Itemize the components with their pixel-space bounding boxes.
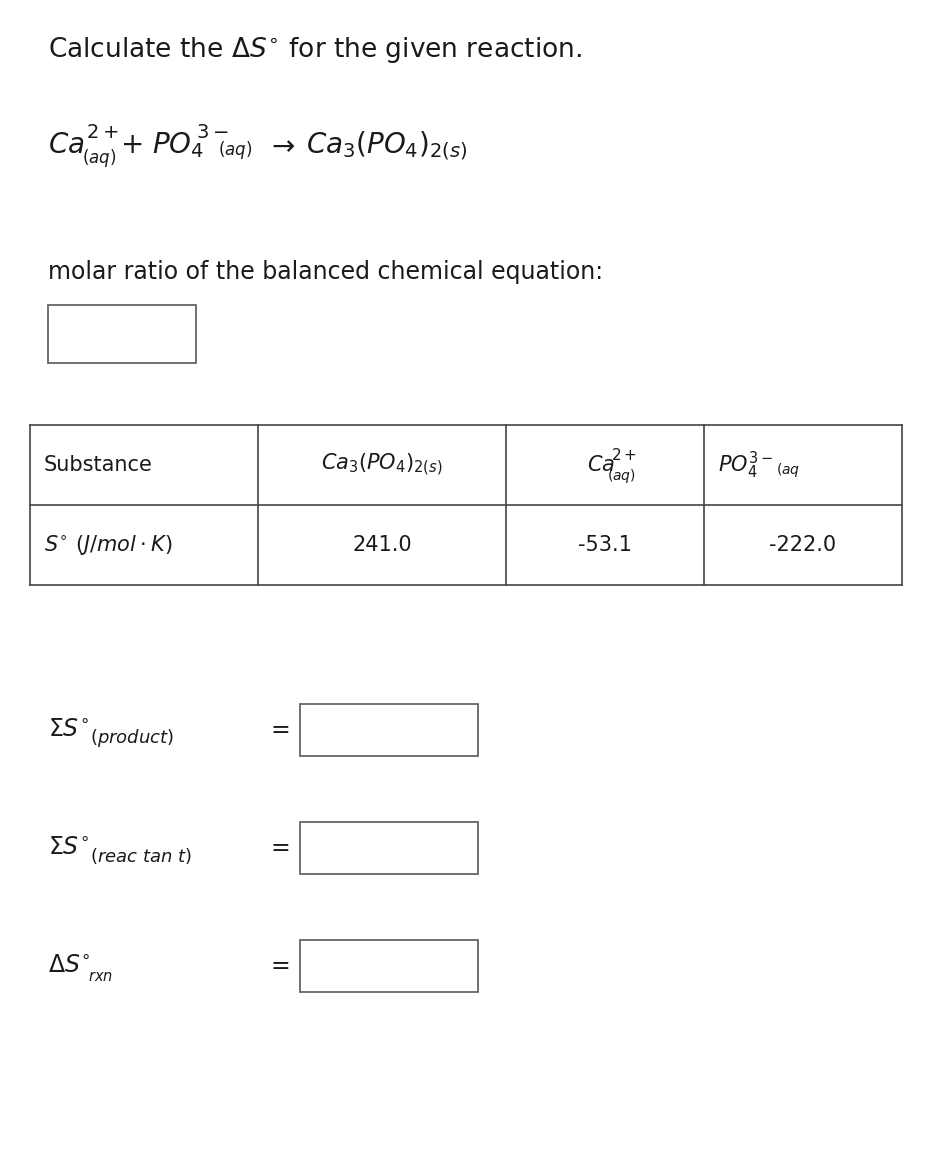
Text: $(aq)$: $(aq)$ (218, 139, 253, 161)
Text: $\mathit{Ca}_3(\mathit{PO}_4)_{2(s)}$: $\mathit{Ca}_3(\mathit{PO}_4)_{2(s)}$ (306, 128, 467, 162)
Text: $\rightarrow$: $\rightarrow$ (266, 130, 295, 158)
Text: $+\ \mathit{PO}_4$: $+\ \mathit{PO}_4$ (120, 130, 204, 160)
Text: -53.1: -53.1 (578, 535, 632, 555)
Text: =: = (270, 836, 289, 860)
Text: $\mathit{Ca}_3(\mathit{PO}_4)_{2(s)}$: $\mathit{Ca}_3(\mathit{PO}_4)_{2(s)}$ (321, 452, 443, 479)
Text: $2+$: $2+$ (86, 123, 118, 142)
Text: -222.0: -222.0 (769, 535, 836, 555)
Text: $\Sigma S^{\circ}$: $\Sigma S^{\circ}$ (48, 836, 89, 860)
Text: $_{rxn}$: $_{rxn}$ (88, 963, 114, 984)
Text: =: = (270, 954, 289, 977)
Text: $S^{\circ}\ (J/mol \cdot K)$: $S^{\circ}\ (J/mol \cdot K)$ (44, 534, 172, 557)
Bar (48, 305, 196, 363)
Text: Substance: Substance (44, 456, 153, 475)
Text: $3-$: $3-$ (196, 123, 228, 142)
Text: $(aq)$: $(aq)$ (607, 467, 636, 485)
Text: $\mathit{Ca}$: $\mathit{Ca}$ (48, 130, 84, 158)
Text: $(aq$: $(aq$ (776, 461, 800, 479)
Text: $\mathit{PO}_4^{3-}$: $\mathit{PO}_4^{3-}$ (718, 450, 774, 481)
Text: $\Sigma S^{\circ}$: $\Sigma S^{\circ}$ (48, 718, 89, 742)
Text: $2+$: $2+$ (611, 447, 637, 463)
Text: =: = (270, 718, 289, 742)
Text: $(aq)$: $(aq)$ (82, 147, 116, 169)
Text: $(product)$: $(product)$ (90, 727, 174, 749)
Text: $\Delta S^{\circ}$: $\Delta S^{\circ}$ (48, 954, 91, 977)
Text: $(reac\ tan\ t)$: $(reac\ tan\ t)$ (90, 846, 192, 866)
Bar (300, 940, 478, 993)
Bar (300, 822, 478, 874)
Bar (300, 704, 478, 756)
Text: molar ratio of the balanced chemical equation:: molar ratio of the balanced chemical equ… (48, 260, 604, 284)
Text: $\mathit{Ca}$: $\mathit{Ca}$ (587, 456, 615, 475)
Text: 241.0: 241.0 (352, 535, 412, 555)
Text: Calculate the $\Delta S^{\circ}$ for the given reaction.: Calculate the $\Delta S^{\circ}$ for the… (48, 35, 582, 65)
